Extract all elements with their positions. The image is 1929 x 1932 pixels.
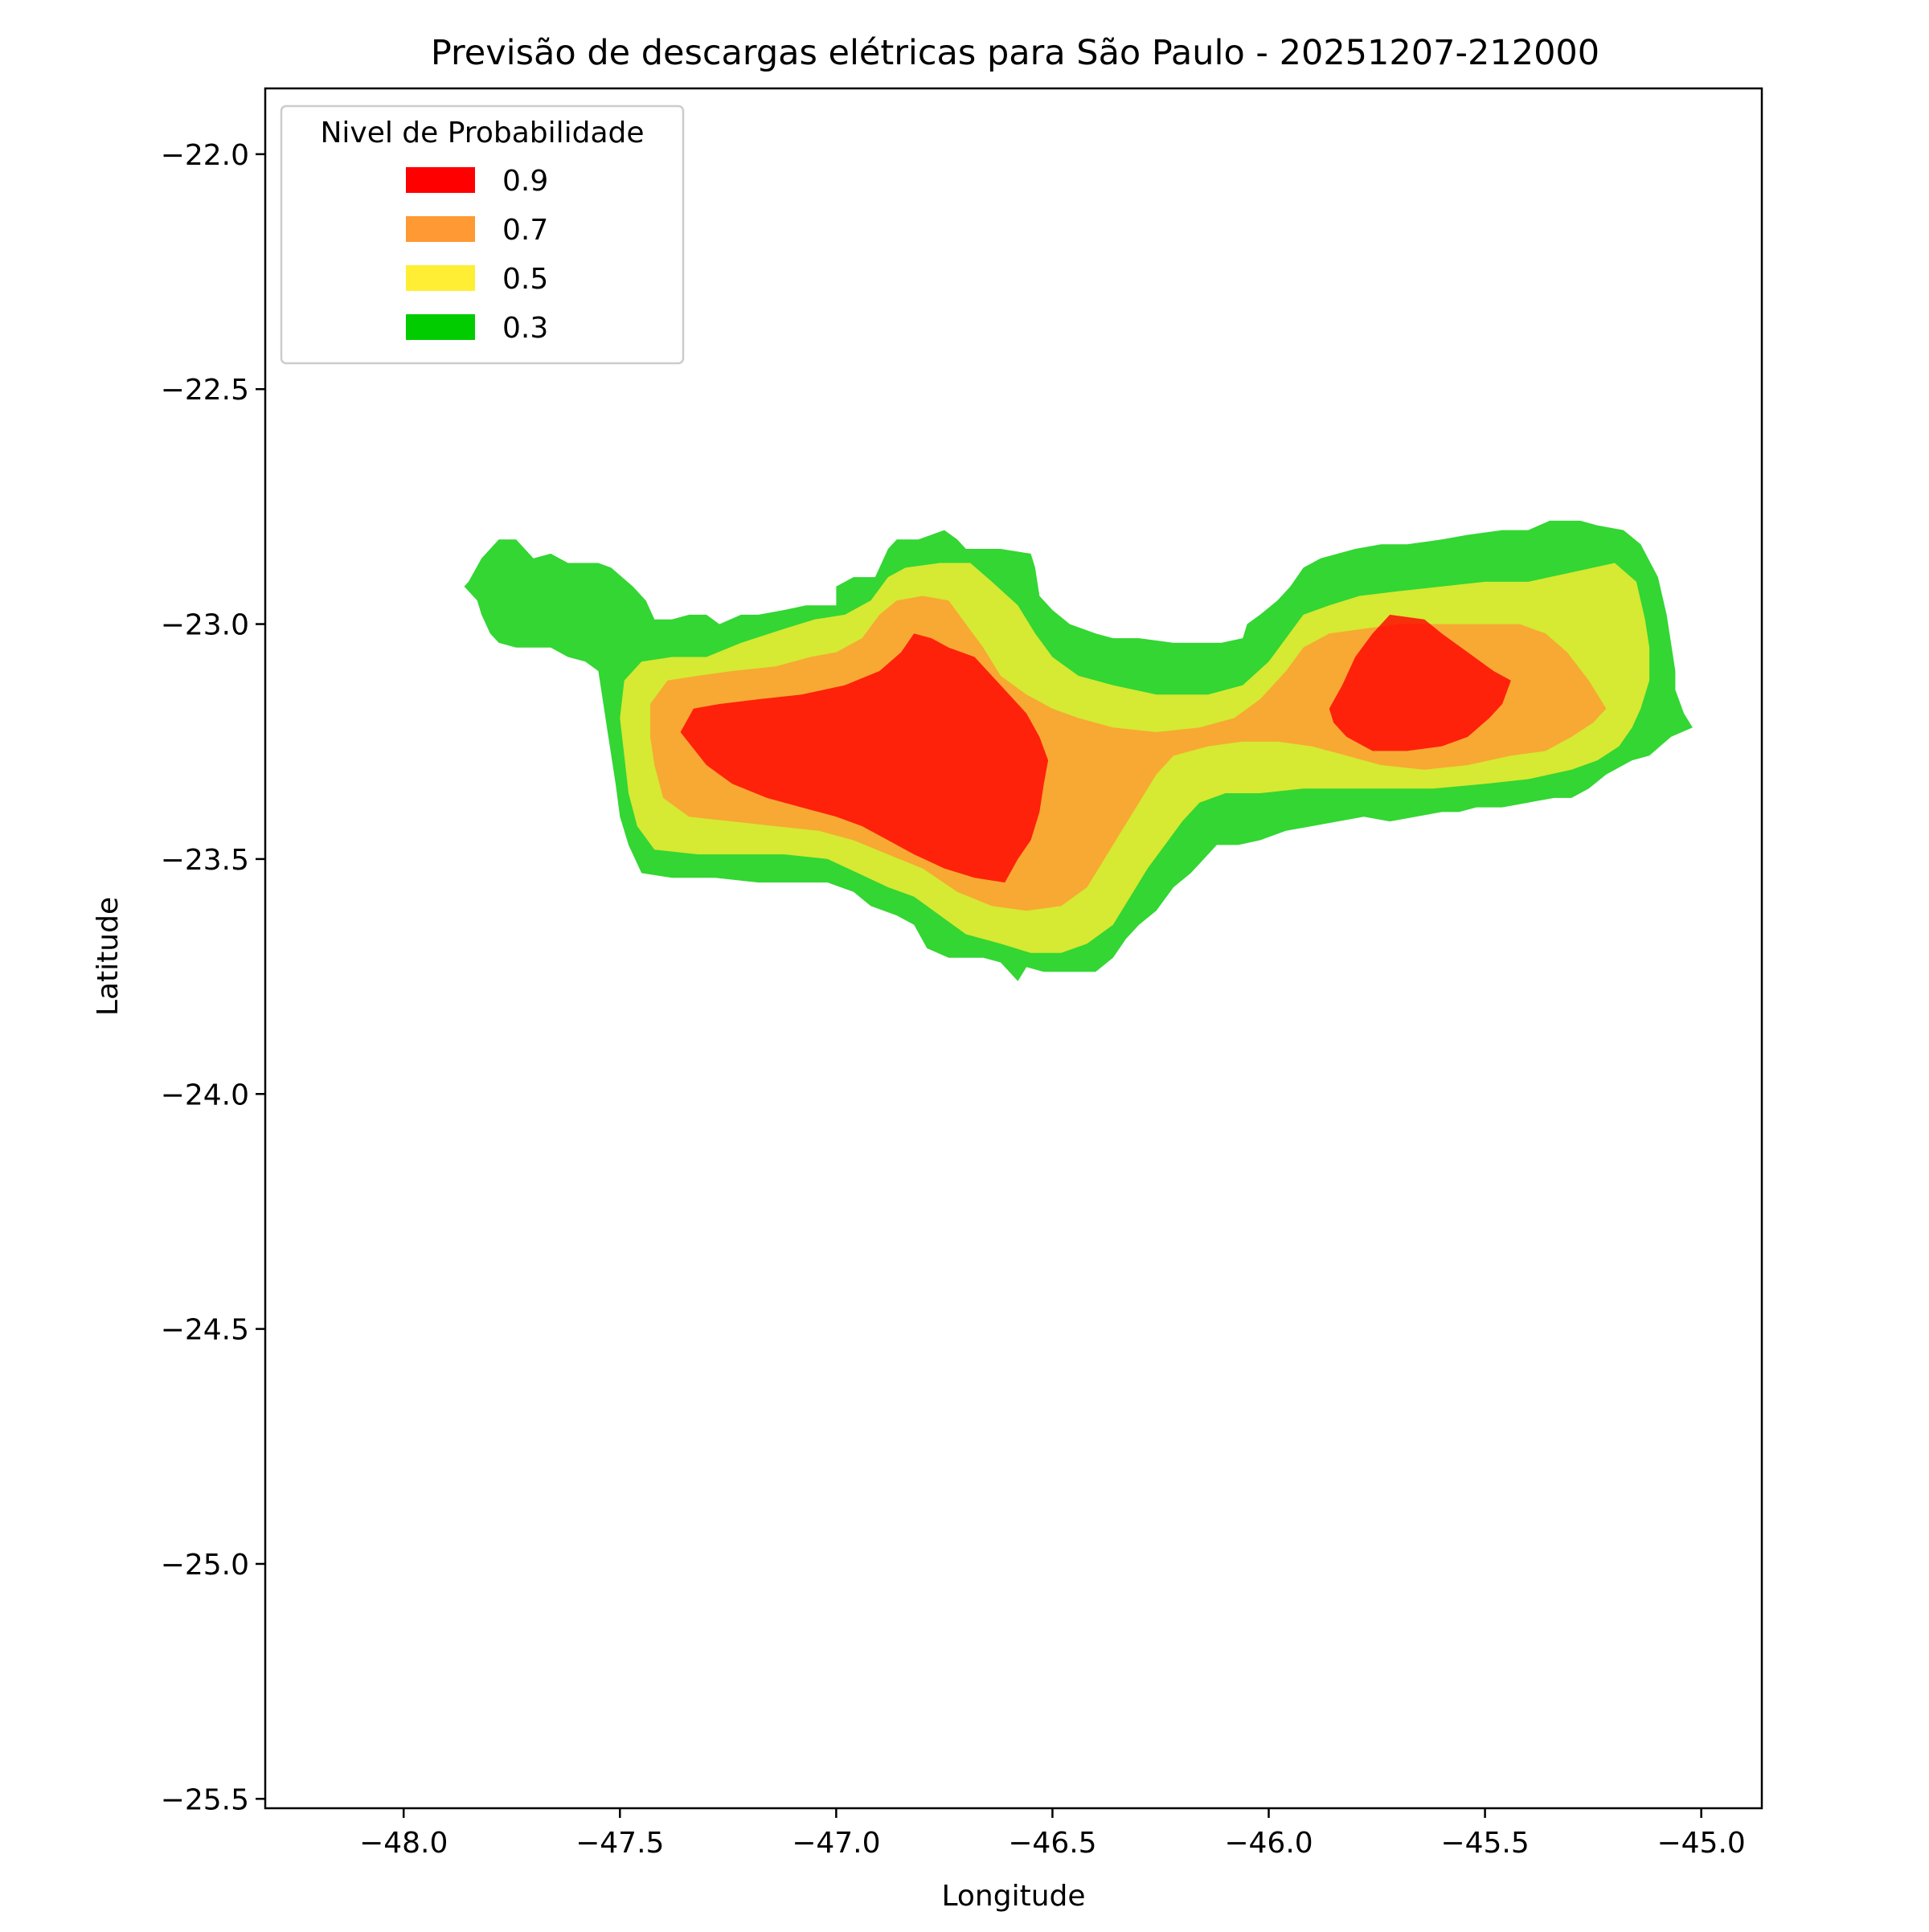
legend-title: Nivel de Probabilidade: [320, 117, 644, 149]
legend-swatch-07: [406, 216, 475, 242]
legend-box: [280, 104, 685, 365]
x-axis-label: Longitude: [941, 1880, 1085, 1913]
y-tick-label: −25.5: [161, 1783, 249, 1816]
legend-label: 0.3: [502, 312, 548, 345]
y-axis-label: Latitude: [92, 897, 125, 1016]
x-tick-label: −46.0: [1224, 1827, 1313, 1860]
y-tick-label: −23.5: [161, 844, 249, 877]
legend-swatch-03: [406, 314, 475, 340]
x-tick-label: −45.5: [1440, 1827, 1529, 1860]
legend: Nivel de Probabilidade 0.9 0.7 0.5 0.3: [280, 104, 685, 365]
legend-label: 0.7: [502, 214, 548, 247]
x-tick-label: −48.0: [359, 1827, 448, 1860]
contour-fills: [464, 520, 1693, 981]
contour-region-09-3: [680, 633, 1049, 883]
chart-title: Previsão de descargas elétricas para São…: [431, 33, 1599, 73]
axis-ticks: −48.0 −47.5 −47.0 −46.5 −46.0 −45.5 −45.0 −22.0…: [161, 139, 1746, 1860]
x-tick-label: −47.5: [575, 1827, 664, 1860]
x-tick-label: −45.0: [1657, 1827, 1745, 1860]
y-tick-label: −25.0: [161, 1549, 249, 1582]
y-tick-label: −22.0: [161, 139, 249, 172]
legend-label: 0.9: [502, 165, 548, 198]
y-tick-label: −24.0: [161, 1079, 249, 1111]
contour-region-09-4: [1329, 614, 1511, 751]
plot-area-frame: [264, 87, 1763, 1810]
x-tick-label: −46.5: [1008, 1827, 1096, 1860]
x-tick-label: −47.0: [792, 1827, 880, 1860]
y-tick-label: −23.0: [161, 609, 249, 642]
legend-swatch-09: [406, 167, 475, 193]
legend-swatch-05: [406, 265, 475, 291]
legend-label: 0.5: [502, 263, 548, 296]
y-tick-label: −24.5: [161, 1314, 249, 1347]
y-tick-label: −22.5: [161, 374, 249, 407]
